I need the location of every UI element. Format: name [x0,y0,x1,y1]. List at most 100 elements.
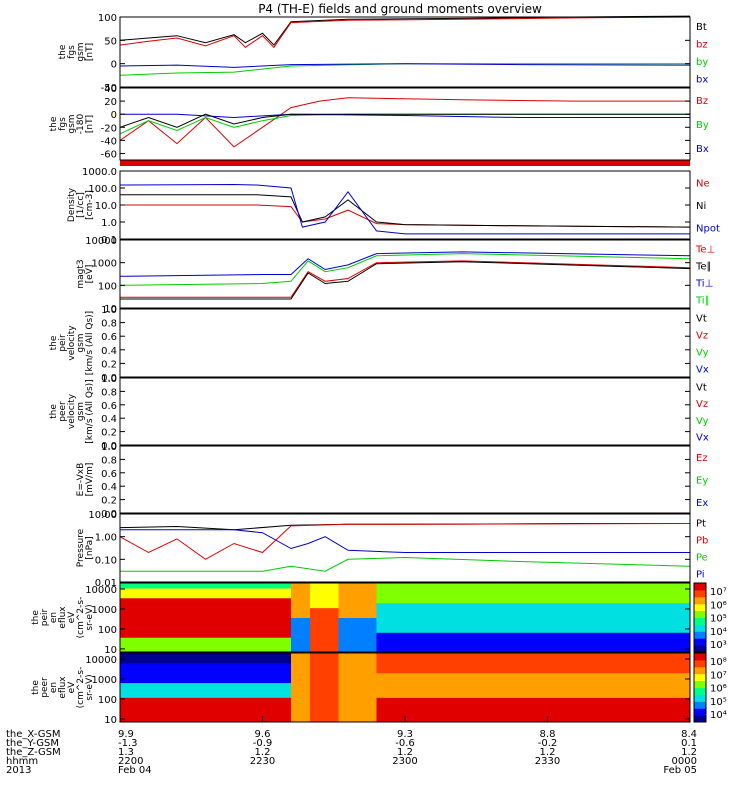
spectrogram-cell [500,657,510,664]
spectrogram-cell [481,712,491,718]
spectrogram-cell [509,697,520,703]
spectrogram-cell [471,702,482,708]
spectrogram-cell [386,647,396,653]
spectrogram-cell [614,662,624,669]
y-axis-label: gsm [76,333,86,352]
spectrogram-cell [167,627,178,633]
spectrogram-cell [481,677,491,684]
y-axis-label: velocity [67,325,77,361]
spectrogram-cell [196,697,206,703]
spectrogram-cell [262,677,273,684]
spectrogram-cell [139,657,149,664]
spectrogram-cell [177,597,187,604]
spectrogram-cell [528,607,539,614]
spectrogram-cell [443,607,453,614]
spectrogram-cell [433,647,444,653]
spectrogram-cell [272,642,282,648]
spectrogram-cell [462,607,472,614]
spectrogram-cell [243,632,254,638]
spectrogram-cell [243,677,254,684]
spectrogram-cell [585,653,596,659]
spectrogram-cell [215,587,225,594]
spectrogram-cell [148,662,159,669]
spectrogram-cell [405,617,415,623]
spectrogram-cell [386,622,396,628]
spectrogram-cell [604,627,615,633]
spectrogram-cell [528,677,539,684]
spectrogram-cell [405,587,415,594]
y-axis-label: peer [58,401,68,422]
spectrogram-cell [443,707,453,713]
spectrogram-cell [519,692,529,698]
spectrogram-cell [661,632,672,638]
spectrogram-cell [243,587,254,594]
spectrogram-cell [186,642,197,648]
spectrogram-cell [500,627,510,633]
spectrogram-cell [167,687,178,693]
spectrogram-cell [405,637,415,643]
spectrogram-cell [452,632,463,638]
x-row-value: 9.3 [397,729,413,740]
spectrogram-cell [433,657,444,664]
spectrogram-cell [329,592,339,599]
colorbar-cell [694,666,706,671]
spectrogram-cell [538,627,548,633]
spectrogram-cell [405,583,415,589]
spectrogram-cell [300,697,311,703]
spectrogram-cell [623,587,634,594]
spectrogram-cell [129,657,140,664]
spectrogram-cell [243,682,254,688]
y-axis-label: [nT] [85,115,95,133]
spectrogram-cell [490,677,501,684]
spectrogram-cell [405,592,415,599]
spectrogram-cell [661,587,672,594]
spectrogram-cell [348,587,358,594]
spectrogram-cell [139,642,149,648]
spectrogram-cell [167,653,178,659]
series-Ni [120,194,691,228]
spectrogram-cell [262,617,273,623]
spectrogram-cell [386,607,396,614]
spectrogram-cell [462,697,472,703]
spectrogram-cell [291,653,301,659]
spectrogram-cell [576,607,586,614]
spectrogram-cell [300,627,311,633]
spectrogram-cell [243,707,254,713]
spectrogram-cell [376,587,387,594]
spectrogram-cell [338,657,349,664]
spectrogram-cell [633,627,643,633]
spectrogram-cell [205,672,216,679]
spectrogram-cell [243,627,254,633]
spectrogram-cell [471,657,482,664]
spectrogram-cell [424,627,434,633]
legend-Ey: Ey [696,476,708,487]
spectrogram-cell [604,702,615,708]
colorbar-cell [694,673,706,678]
spectrogram-cell [148,583,159,589]
spectrogram-cell [519,622,529,628]
spectrogram-cell [291,597,301,604]
x-row-label: the_Z-GSM [6,747,61,758]
spectrogram-cell [177,617,187,623]
colorbar-cell [694,645,706,650]
spectrogram-cell [234,592,244,599]
spectrogram-cell [680,672,691,679]
spectrogram-cell [120,607,130,614]
spectrogram-cell [433,662,444,669]
spectrogram-cell [500,622,510,628]
spectrogram-cell [120,677,130,684]
spectrogram-cell [177,653,187,659]
spectrogram-cell [566,632,577,638]
spectrogram-cell [443,702,453,708]
spectrogram-cell [414,653,425,659]
y-axis-label: the [49,404,59,419]
spectrogram-cell [433,672,444,679]
spectrogram-cell [509,672,520,679]
spectrogram-cell [547,597,558,604]
spectrogram-cell [424,667,434,674]
spectrogram-cell [129,632,140,638]
spectrogram-cell [519,647,529,653]
spectrogram-cell [595,632,605,638]
